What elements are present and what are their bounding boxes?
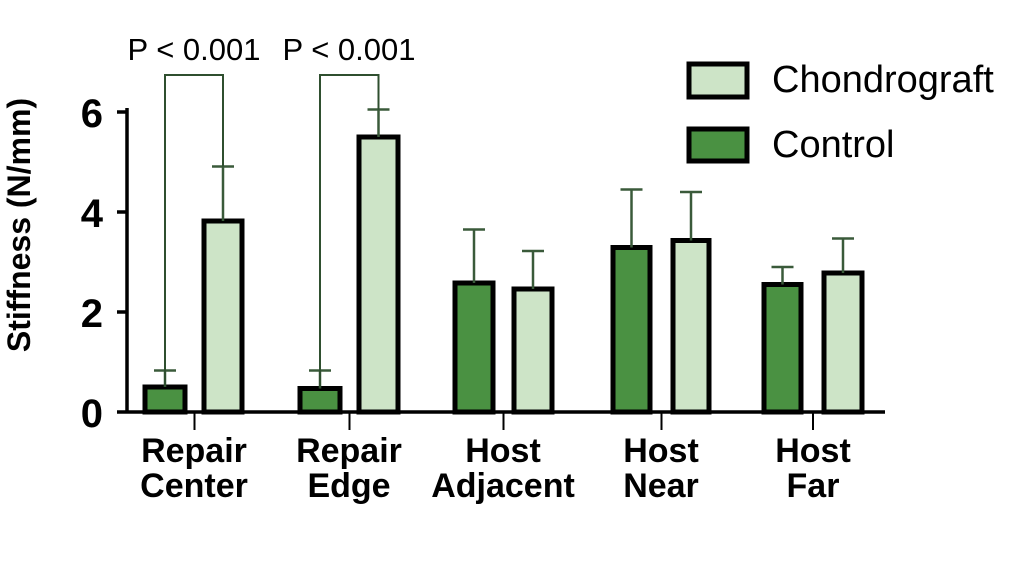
- svg-text:Center: Center: [140, 467, 248, 505]
- svg-text:0: 0: [81, 392, 103, 436]
- svg-text:Host: Host: [465, 432, 541, 470]
- svg-text:P < 0.001: P < 0.001: [127, 32, 260, 67]
- svg-text:Edge: Edge: [307, 467, 390, 505]
- svg-text:Repair: Repair: [141, 432, 247, 470]
- svg-text:6: 6: [81, 92, 103, 136]
- svg-text:Stiffness (N/mm): Stiffness (N/mm): [1, 98, 37, 352]
- svg-text:Host: Host: [775, 432, 851, 470]
- svg-text:Adjacent: Adjacent: [431, 467, 575, 505]
- svg-text:Host: Host: [623, 432, 699, 470]
- svg-text:Control: Control: [772, 124, 895, 166]
- svg-text:2: 2: [81, 292, 103, 336]
- svg-text:Near: Near: [623, 467, 699, 505]
- svg-text:Far: Far: [787, 467, 840, 505]
- svg-text:P < 0.001: P < 0.001: [282, 32, 415, 67]
- svg-text:Chondrograft: Chondrograft: [772, 59, 994, 101]
- svg-text:Repair: Repair: [296, 432, 402, 470]
- svg-text:4: 4: [81, 192, 104, 236]
